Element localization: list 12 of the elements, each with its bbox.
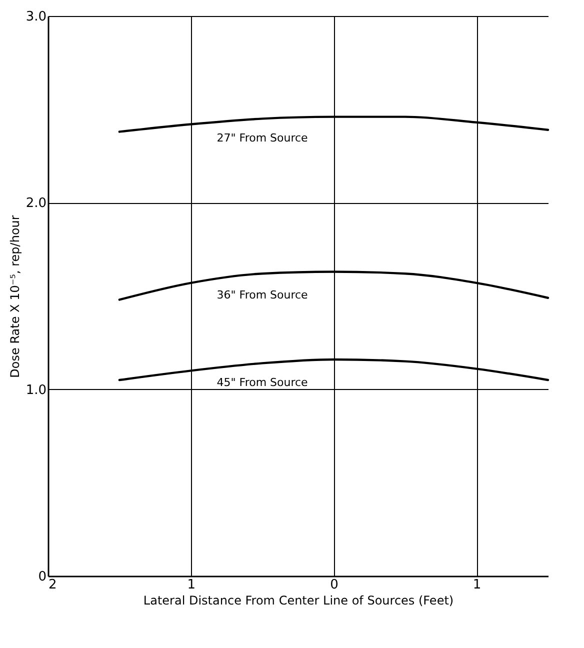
x-tick-label: 0 <box>330 578 338 592</box>
y-tick-label: 1.0 <box>26 382 46 398</box>
x-tick-label: 1 <box>472 578 482 592</box>
y-tick-label: 2.0 <box>26 196 46 212</box>
y-axis-title: Dose Rate X 10⁻⁵, rep/hour <box>8 215 22 378</box>
series-label: 45" From Source <box>216 376 308 390</box>
series-label: 36" From Source <box>216 288 308 302</box>
x-tick-label: 1 <box>187 578 196 592</box>
x-axis-title: Lateral Distance From Center Line of Sources (Feet) <box>143 594 454 608</box>
series-label: 27" From Source <box>216 132 308 145</box>
x-tick-label: 2 <box>48 578 57 592</box>
y-tick-label: 3.0 <box>26 10 46 24</box>
